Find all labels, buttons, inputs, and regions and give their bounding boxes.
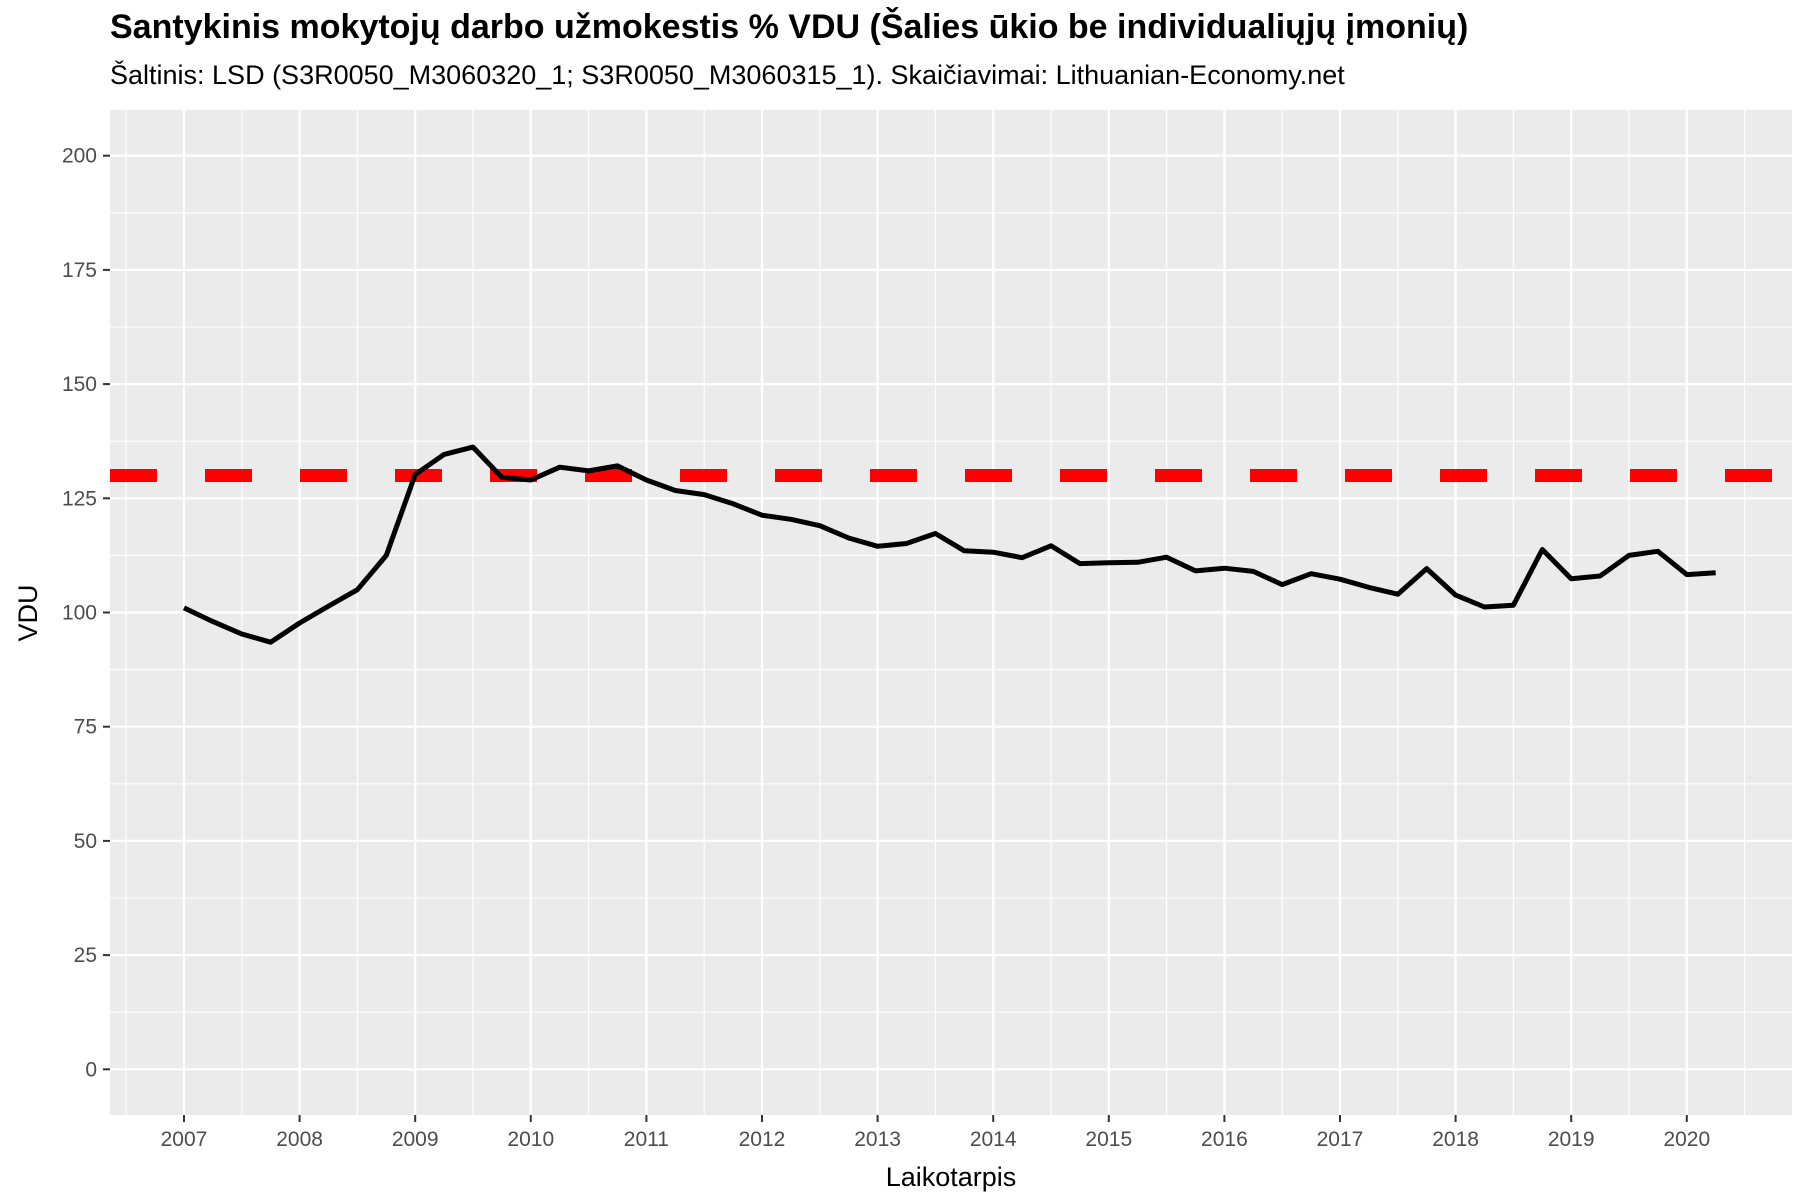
x-tick-label: 2007: [161, 1128, 208, 1151]
y-tick-label: 25: [74, 944, 97, 967]
major-gridlines: [110, 110, 1792, 1115]
x-tick-label: 2016: [1201, 1128, 1248, 1151]
y-tick-label: 200: [62, 145, 97, 168]
y-tick-label: 125: [62, 487, 97, 510]
x-tick-label: 2009: [392, 1128, 439, 1151]
x-tick-label: 2015: [1085, 1128, 1132, 1151]
series-layer: [182, 444, 1716, 645]
x-axis-title: Laikotarpis: [886, 1162, 1017, 1192]
y-tick-label: 100: [62, 602, 97, 625]
x-tick-label: 2020: [1663, 1128, 1710, 1151]
y-tick-label: 50: [74, 830, 97, 853]
series-line: [182, 444, 1716, 645]
x-tick-label: 2017: [1317, 1128, 1364, 1151]
y-tick-label: 175: [62, 259, 97, 282]
x-tick-label: 2012: [739, 1128, 786, 1151]
x-tick-label: 2013: [854, 1128, 901, 1151]
y-tick-label: 0: [85, 1058, 97, 1081]
y-axis-title: VDU: [13, 584, 43, 641]
x-tick-label: 2010: [507, 1128, 554, 1151]
chart-subtitle: Šaltinis: LSD (S3R0050_M3060320_1; S3R00…: [110, 60, 1345, 90]
x-tick-label: 2008: [276, 1128, 323, 1151]
axes: 0 25 50 75 100 125 150 175 200 2007 2008 2009 2010 20…: [62, 145, 1710, 1151]
x-tick-label: 2014: [970, 1128, 1017, 1151]
y-tick-label: 150: [62, 373, 97, 396]
chart-title: Santykinis mokytojų darbo užmokestis % V…: [110, 8, 1469, 46]
x-tick-label: 2019: [1548, 1128, 1595, 1151]
x-tick-label: 2011: [624, 1128, 669, 1151]
y-tick-label: 75: [74, 716, 97, 739]
x-tick-label: 2018: [1432, 1128, 1479, 1151]
